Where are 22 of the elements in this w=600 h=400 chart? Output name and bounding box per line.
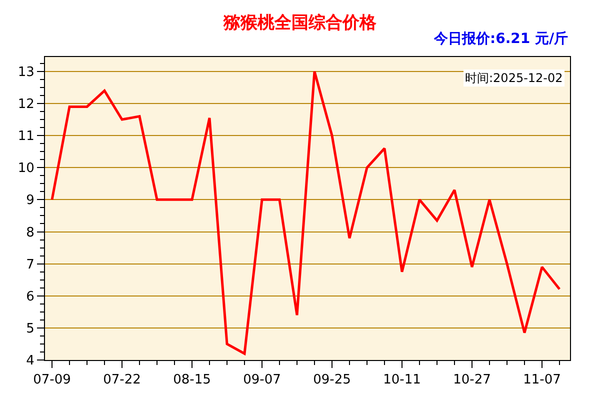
y-tick-label: 8: [26, 225, 34, 240]
chart-title: 猕猴桃全国综合价格: [222, 12, 378, 33]
y-tick-label: 7: [26, 257, 34, 272]
text: 今日报价:6.21 元/斤: [433, 30, 568, 47]
y-tick-label: 11: [18, 129, 34, 144]
y-tick-label: 6: [26, 289, 34, 304]
x-tick-label: 08-15: [173, 372, 211, 388]
x-tick-label: 09-07: [243, 372, 281, 388]
x-tick-label: 10-11: [383, 372, 421, 388]
x-tick-label: 10-27: [453, 372, 491, 388]
annotation: 时间:2025-12-02: [465, 71, 563, 85]
x-tick-label: 07-09: [33, 372, 71, 388]
x-tick-label: 09-25: [313, 372, 351, 388]
x-tick-label: 07-22: [103, 372, 141, 388]
y-tick-label: 9: [26, 193, 34, 208]
y-tick-label: 10: [18, 161, 34, 176]
y-tick-label: 13: [18, 64, 34, 80]
y-tick-label: 5: [26, 321, 34, 336]
y-tick-label: 4: [26, 354, 34, 369]
y-tick-label: 12: [18, 97, 34, 112]
line-series: [50, 70, 561, 355]
x-tick-label: 11-07: [523, 372, 561, 388]
